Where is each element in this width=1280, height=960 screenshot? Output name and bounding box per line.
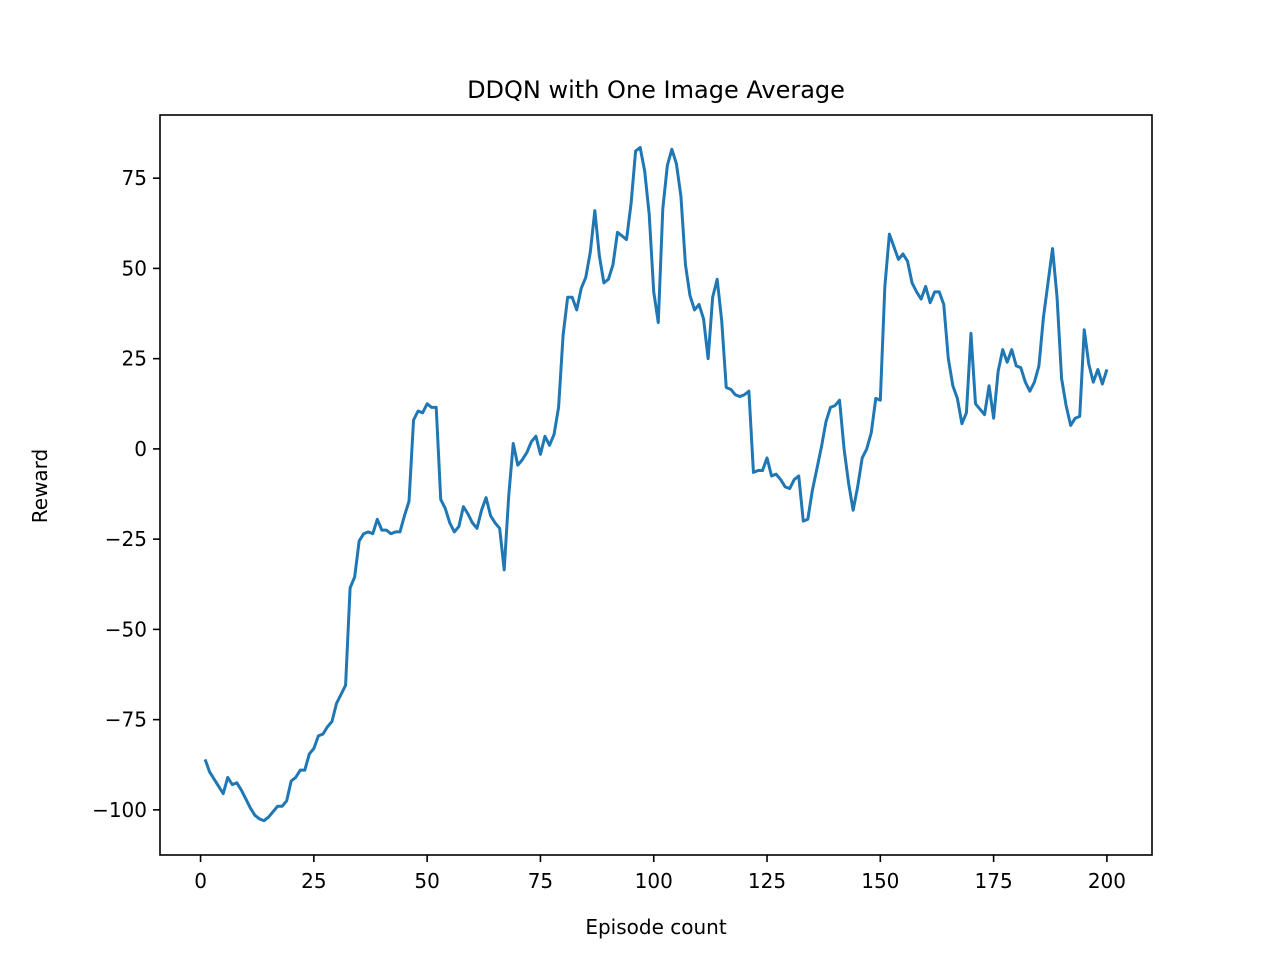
x-tick-label: 50 xyxy=(414,869,439,893)
x-tick-label: 150 xyxy=(861,869,899,893)
y-tick-label: −50 xyxy=(105,617,147,641)
x-tick-label: 125 xyxy=(748,869,786,893)
axes-frame xyxy=(159,114,1153,856)
y-tick-label: 50 xyxy=(122,256,147,280)
x-tick-label: 25 xyxy=(301,869,326,893)
x-tick-label: 75 xyxy=(528,869,553,893)
x-tick-label: 100 xyxy=(635,869,673,893)
x-tick-label: 0 xyxy=(194,869,207,893)
x-tick-label: 200 xyxy=(1088,869,1126,893)
y-tick-label: 25 xyxy=(122,347,147,371)
x-axis-label: Episode count xyxy=(585,915,726,939)
chart-title: DDQN with One Image Average xyxy=(467,76,845,104)
x-axis: 0 25 50 75 100 125 150 175 200 xyxy=(194,855,1126,893)
y-axis: −100 −75 −50 −25 0 25 50 75 xyxy=(92,166,160,822)
y-tick-label: −25 xyxy=(105,527,147,551)
y-tick-label: 0 xyxy=(134,437,147,461)
series-line-0 xyxy=(203,145,1109,823)
y-tick-label: −75 xyxy=(105,708,147,732)
plot-area xyxy=(203,145,1109,823)
y-tick-label: 75 xyxy=(122,166,147,190)
y-tick-label: −100 xyxy=(92,798,147,822)
y-axis-label: Reward xyxy=(28,449,52,523)
x-tick-label: 175 xyxy=(975,869,1013,893)
